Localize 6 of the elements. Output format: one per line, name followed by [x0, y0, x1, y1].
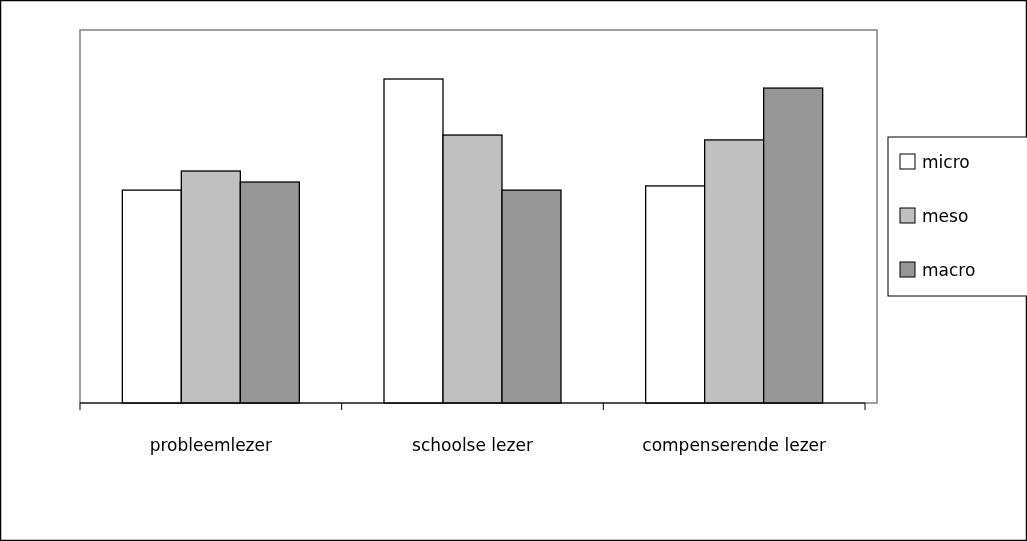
x-tick-label: probleemlezer [149, 435, 273, 455]
legend-label: macro [922, 260, 976, 280]
x-tick-label: schoolse lezer [412, 435, 533, 455]
legend-label: micro [922, 152, 970, 172]
legend-label: meso [922, 206, 969, 226]
x-tick-label: compenserende lezer [642, 435, 827, 455]
